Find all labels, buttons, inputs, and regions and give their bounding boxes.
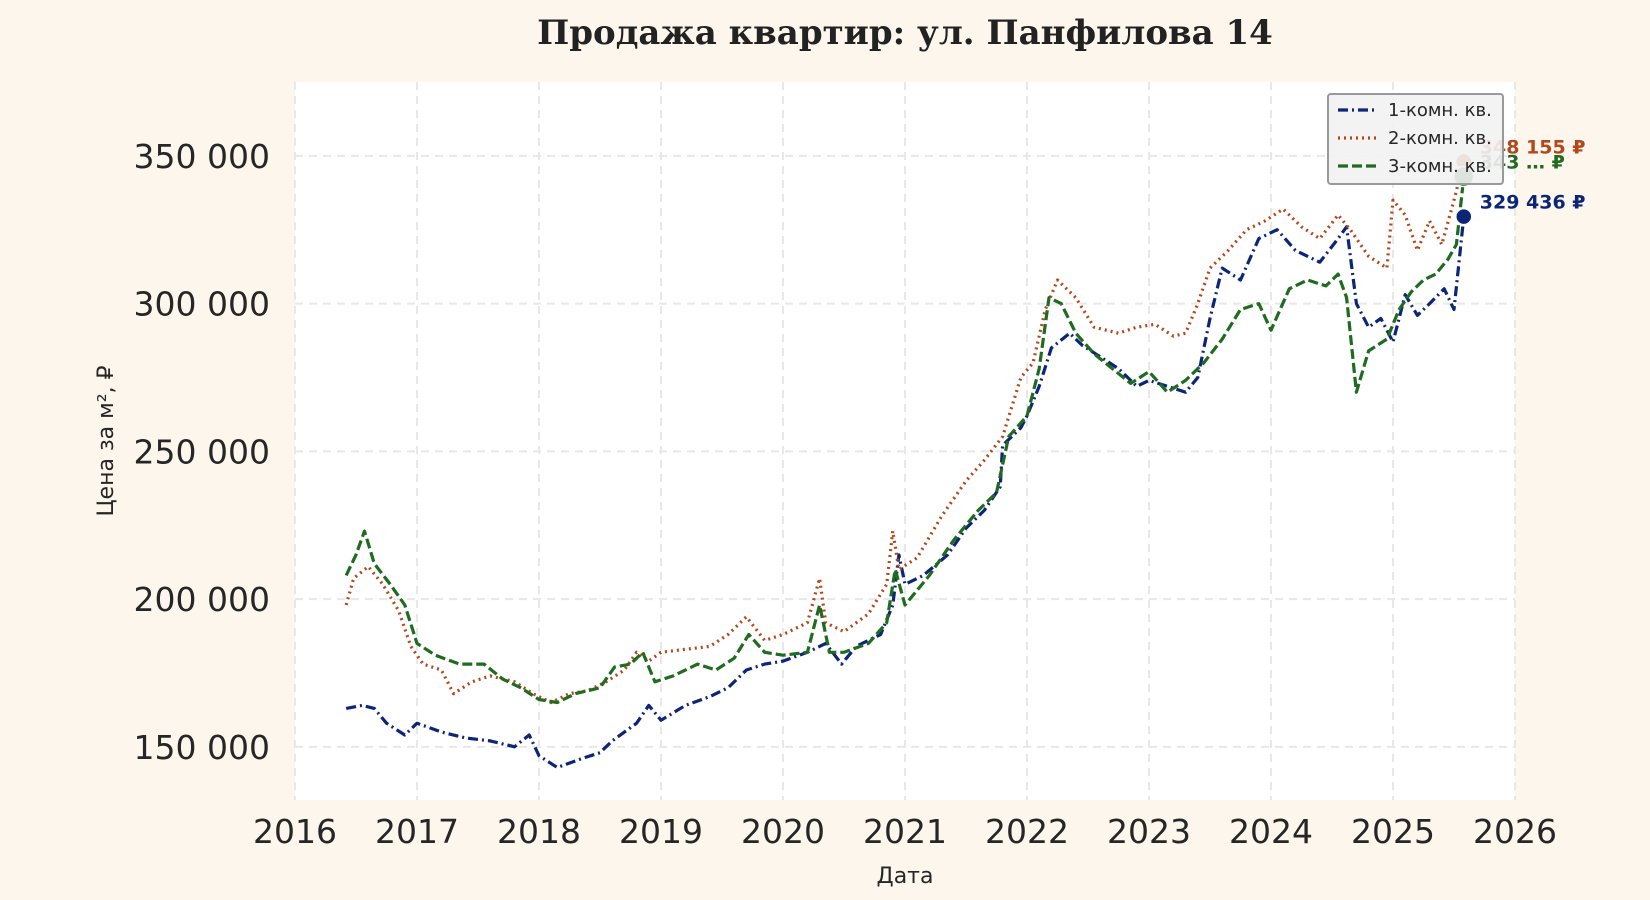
x-tick-label: 2018: [497, 812, 581, 851]
series-lines: [344, 160, 1466, 770]
legend-entry-label: 3-комн. кв.: [1388, 156, 1492, 177]
x-axis-label: Дата: [877, 864, 934, 889]
plot-area: [295, 82, 1515, 800]
y-tick-label: 350 000: [134, 137, 270, 176]
x-tick-label: 2020: [741, 812, 825, 851]
legend: 1-комн. кв. 2-комн. кв. 3-комн. кв.: [1327, 93, 1504, 185]
legend-entry-label: 2-комн. кв.: [1388, 128, 1492, 149]
x-tick-label: 2023: [1107, 812, 1191, 851]
chart-title: Продажа квартир: ул. Панфилова 14: [537, 13, 1273, 53]
grid: [294, 82, 1516, 800]
x-tick-label: 2016: [253, 812, 337, 851]
x-tick-label: 2024: [1229, 812, 1313, 851]
y-axis-label: Цена за м², ₽: [94, 365, 119, 516]
x-axis-ticks: 2016 2017 2018 2019 2020 2021 2022 2023 2024 2025…: [253, 812, 1557, 851]
x-tick-label: 2022: [985, 812, 1069, 851]
y-tick-label: 250 000: [134, 432, 270, 471]
x-tick-label: 2017: [375, 812, 459, 851]
legend-box: [1327, 93, 1504, 185]
end-point-marker: [1455, 207, 1473, 226]
y-tick-label: 150 000: [134, 728, 270, 767]
series-line-3: [344, 176, 1466, 705]
y-axis-ticks: 150 000 200 000 250 000 300 000 350 000: [134, 137, 270, 767]
x-tick-label: 2021: [863, 812, 947, 851]
y-tick-label: 300 000: [134, 285, 270, 324]
end-value-label: 329 436 ₽: [1480, 192, 1586, 214]
x-tick-label: 2026: [1473, 812, 1557, 851]
end-value-label: 348 155 ₽: [1480, 136, 1586, 158]
x-tick-label: 2025: [1351, 812, 1435, 851]
x-tick-label: 2019: [619, 812, 703, 851]
series-line-1: [345, 216, 1466, 770]
legend-entry-label: 1-комн. кв.: [1388, 100, 1492, 121]
series-line-2: [344, 160, 1466, 705]
y-tick-label: 200 000: [134, 580, 270, 619]
